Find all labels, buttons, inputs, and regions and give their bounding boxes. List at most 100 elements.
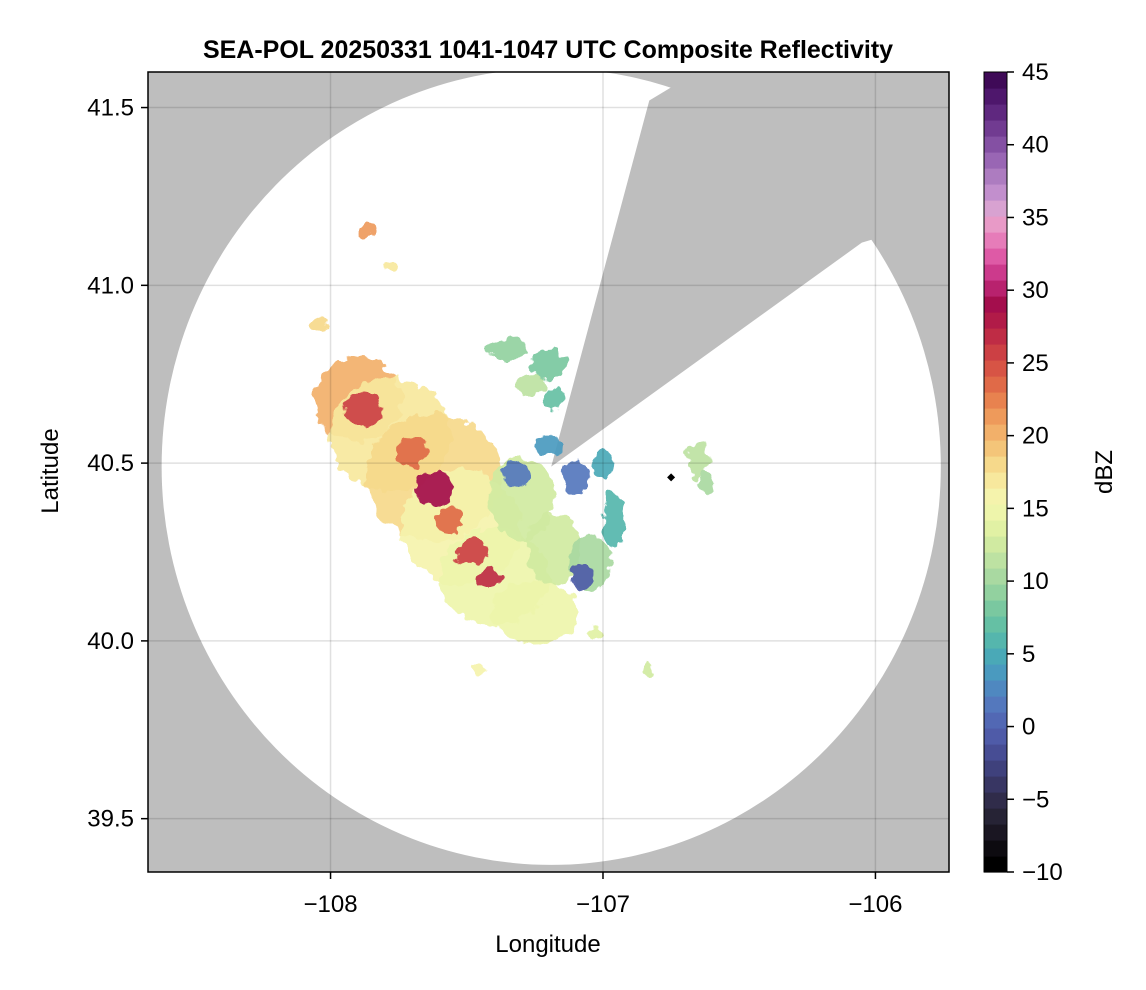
echo-cell (395, 438, 429, 467)
colorbar-tick-label: 5 (1022, 641, 1035, 668)
y-tick-label: 41.0 (87, 272, 134, 299)
colorbar-swatch (984, 472, 1007, 489)
colorbar-swatch (984, 232, 1007, 249)
echo-layer (311, 221, 715, 677)
colorbar-swatch (984, 184, 1007, 201)
colorbar-swatch (984, 760, 1007, 777)
colorbar-swatch (984, 584, 1007, 601)
echo-cell (529, 349, 568, 378)
echo-cell (534, 434, 563, 457)
y-tick-label: 40.0 (87, 628, 134, 655)
y-tick-label: 39.5 (87, 806, 134, 833)
colorbar-swatch (984, 568, 1007, 585)
echo-cell (687, 441, 710, 478)
colorbar-ticks: −10 −5 0 5 10 15 20 25 30 35 40 45 (1007, 59, 1063, 886)
colorbar-label: dBZ (1091, 450, 1118, 494)
echo-cell (344, 392, 383, 428)
colorbar-tick-label: 25 (1022, 350, 1049, 377)
colorbar-swatch (984, 424, 1007, 441)
plot-area (148, 72, 949, 872)
colorbar-swatch (984, 104, 1007, 121)
colorbar-swatch (984, 616, 1007, 633)
colorbar-frame (983, 71, 1008, 873)
y-axis-label: Latitude (37, 428, 64, 513)
colorbar (983, 71, 1008, 873)
colorbar-swatch (984, 744, 1007, 761)
colorbar-swatch (984, 456, 1007, 473)
y-tick-label: 40.5 (87, 450, 134, 477)
colorbar-swatch (984, 200, 1007, 217)
echo-region-isolated (311, 221, 655, 677)
echo-cell (469, 662, 486, 677)
colorbar-swatch (984, 648, 1007, 665)
echo-cell (543, 388, 565, 410)
echo-region-core (344, 392, 503, 588)
colorbar-swatch (984, 136, 1007, 153)
colorbar-swatch (984, 632, 1007, 649)
echo-cell (491, 580, 579, 645)
x-tick-label: −108 (304, 891, 358, 918)
echo-cell (360, 221, 377, 236)
echo-cell (526, 512, 582, 584)
echo-cell (415, 470, 454, 506)
colorbar-tick-label: 40 (1022, 132, 1049, 159)
chart-title: SEA-POL 20250331 1041-1047 UTC Composite… (203, 36, 893, 64)
echo-cell (570, 562, 593, 592)
colorbar-swatch (984, 712, 1007, 729)
colorbar-swatch (984, 360, 1007, 377)
colorbar-swatch (984, 248, 1007, 265)
echo-cell (455, 537, 489, 567)
colorbar-swatch (984, 856, 1007, 873)
colorbar-swatch (984, 440, 1007, 457)
colorbar-swatch (984, 488, 1007, 505)
colorbar-swatch (984, 824, 1007, 841)
echo-cell (385, 260, 396, 275)
colorbar-swatch (984, 392, 1007, 409)
plot-frame (147, 71, 950, 873)
colorbar-swatch (984, 312, 1007, 329)
radar-site-marker (667, 473, 676, 482)
colorbar-swatch (984, 264, 1007, 281)
echo-cell (311, 317, 328, 332)
colorbar-swatch (984, 504, 1007, 521)
colorbar-swatch (984, 152, 1007, 169)
echo-cell (485, 338, 530, 361)
colorbar-tick-label: 30 (1022, 277, 1049, 304)
y-axis-ticks: 39.5 40.0 40.5 41.0 41.5 (87, 95, 148, 833)
colorbar-swatch (984, 88, 1007, 105)
echo-cell (474, 566, 503, 588)
colorbar-swatch (984, 296, 1007, 313)
colorbar-swatch (984, 120, 1007, 137)
grid-lines (148, 72, 949, 872)
echo-cell (436, 505, 465, 535)
x-axis-ticks: −108 −107 −106 (304, 872, 902, 918)
colorbar-tick-label: 45 (1022, 59, 1049, 86)
echo-region-weak-ring (502, 434, 614, 592)
colorbar-swatch (984, 344, 1007, 361)
colorbar-swatch (984, 520, 1007, 537)
colorbar-swatch (984, 840, 1007, 857)
echo-cell (698, 473, 715, 496)
colorbar-swatch (984, 792, 1007, 809)
colorbar-tick-label: −5 (1022, 786, 1049, 813)
x-axis-label: Longitude (495, 931, 600, 958)
colorbar-swatch (984, 680, 1007, 697)
x-tick-label: −107 (576, 891, 630, 918)
colorbar-swatch (984, 328, 1007, 345)
echo-cell (562, 459, 590, 496)
colorbar-swatch (984, 808, 1007, 825)
colorbar-swatch (984, 216, 1007, 233)
colorbar-swatch (984, 600, 1007, 617)
colorbar-swatch (984, 552, 1007, 569)
echo-cell (592, 448, 614, 478)
echo-cell (602, 491, 625, 549)
colorbar-tick-label: 20 (1022, 423, 1049, 450)
colorbar-swatch (984, 72, 1007, 89)
echo-region-north-fringe (485, 338, 568, 410)
blocked-sector (551, 72, 949, 467)
echo-region-east-cells (602, 441, 715, 549)
colorbar-swatch (984, 376, 1007, 393)
colorbar-tick-label: −10 (1022, 859, 1063, 886)
colorbar-swatch (984, 280, 1007, 297)
